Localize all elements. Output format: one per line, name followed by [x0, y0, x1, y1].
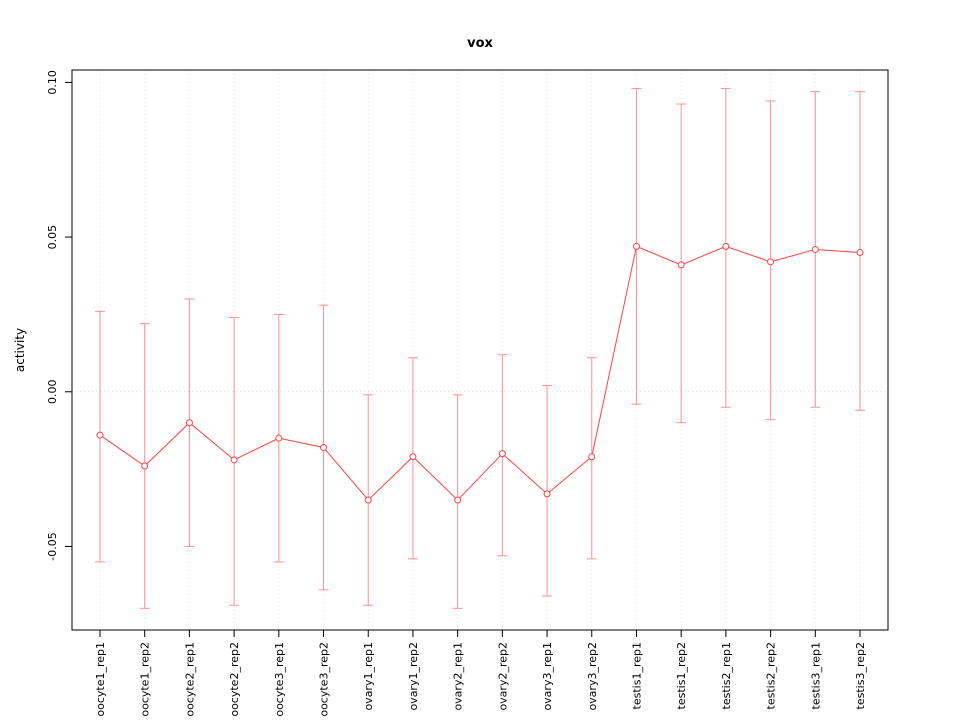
x-tick-label: oocyte2_rep1: [183, 642, 196, 717]
x-tick-label: testis3_rep2: [854, 642, 867, 709]
data-point: [275, 434, 283, 442]
x-tick-label: oocyte2_rep2: [228, 642, 241, 717]
data-point: [677, 261, 685, 269]
data-point: [588, 453, 596, 461]
x-tick-label: oocyte1_rep2: [139, 642, 152, 717]
data-point: [543, 490, 551, 498]
y-tick-label: 0.05: [46, 225, 59, 250]
x-tick-label: ovary1_rep2: [407, 642, 420, 711]
data-point: [364, 496, 372, 504]
data-point: [320, 443, 328, 451]
series-line: [99, 245, 861, 501]
data-point: [722, 242, 730, 250]
x-tick-label: testis3_rep1: [809, 642, 822, 709]
data-point: [767, 258, 775, 266]
x-tick-label: testis1_rep1: [630, 642, 643, 709]
y-tick-label: 0.10: [46, 70, 59, 95]
x-tick-label: ovary3_rep2: [586, 642, 599, 711]
data-point: [141, 462, 149, 470]
data-point: [811, 245, 819, 253]
y-tick-label: 0.00: [46, 380, 59, 405]
x-tick-label: oocyte1_rep1: [94, 642, 107, 717]
x-tick-label: ovary2_rep2: [496, 642, 509, 711]
x-tick-label: ovary2_rep1: [452, 642, 465, 711]
x-tick-label: ovary1_rep1: [362, 642, 375, 711]
series-layer: [95, 88, 865, 609]
data-point: [454, 496, 462, 504]
plot-box: [71, 69, 889, 631]
x-tick-label: oocyte3_rep2: [318, 642, 331, 717]
data-point: [230, 456, 238, 464]
axes-layer: -0.05 0.00 0.05 0.10 oocyte1_rep1 oocyte1_rep…: [46, 69, 889, 717]
data-point: [632, 242, 640, 250]
x-tick-label: testis2_rep2: [765, 642, 778, 709]
x-tick-label: oocyte3_rep1: [273, 642, 286, 717]
data-point: [856, 249, 864, 257]
x-tick-label: testis2_rep1: [720, 642, 733, 709]
x-tick-label: testis1_rep2: [675, 642, 688, 709]
y-tick-label: -0.05: [46, 532, 59, 560]
data-point: [498, 450, 506, 458]
data-point: [409, 453, 417, 461]
data-point: [96, 431, 104, 439]
chart-title: vox: [467, 36, 493, 51]
y-axis-label: activity: [13, 328, 27, 372]
x-tick-label: ovary3_rep1: [541, 642, 554, 711]
data-point: [185, 419, 193, 427]
